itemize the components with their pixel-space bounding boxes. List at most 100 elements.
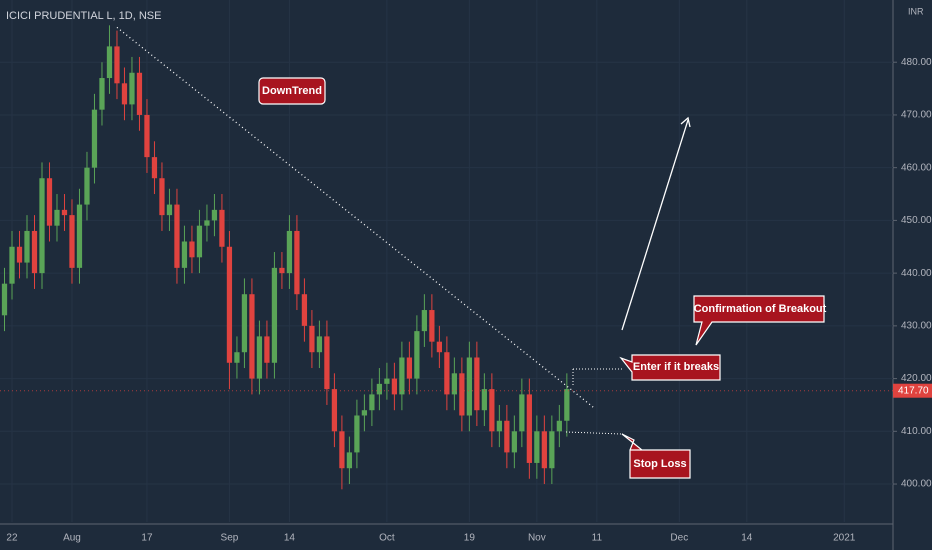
x-tick-label: Aug (63, 533, 81, 544)
last-price-label: 417.70 (898, 385, 929, 396)
annotation-box (258, 77, 326, 105)
candle-body (1, 283, 8, 316)
candle-body (399, 357, 405, 395)
x-tick-label: 2021 (833, 533, 856, 544)
candle-body (429, 310, 435, 342)
candle-body (159, 178, 165, 216)
candle-body (226, 246, 233, 363)
candle-body (189, 241, 195, 258)
candle-body (99, 78, 105, 110)
y-tick-label: 480.00 (901, 57, 932, 68)
candle-body (504, 420, 510, 453)
candle-body (211, 209, 218, 221)
candle-body (511, 431, 517, 453)
x-tick-label: 17 (141, 533, 153, 544)
candle-body (9, 246, 15, 284)
candle-body (339, 431, 345, 469)
x-tick-label: 14 (284, 533, 296, 544)
candle-body (151, 157, 158, 179)
candle-body (181, 241, 188, 268)
candle-body (384, 378, 390, 384)
candle-body (256, 336, 263, 379)
candle-body (279, 267, 285, 274)
candle-body (301, 294, 308, 326)
candle-body (31, 230, 38, 274)
annotation: DownTrend (262, 85, 322, 97)
candle-body (556, 420, 562, 432)
candle-body (144, 114, 150, 158)
candle-body (466, 357, 472, 416)
candle-body (354, 415, 360, 453)
candle-body (166, 204, 173, 216)
candle-body (204, 220, 210, 226)
x-tick-label: 11 (592, 533, 603, 544)
annotation-box (619, 354, 721, 381)
candle-body (294, 230, 300, 295)
arrow (621, 119, 689, 331)
candle-body (46, 178, 53, 226)
candle-body (264, 336, 270, 363)
annotation-box (621, 433, 691, 479)
candle-body (534, 431, 540, 463)
x-tick-label: Dec (670, 533, 688, 544)
y-tick-label: 450.00 (901, 215, 932, 226)
annotation: Stop Loss (633, 458, 686, 470)
candle-body (84, 167, 90, 205)
x-tick-label: Oct (379, 533, 395, 544)
x-tick-label: 14 (741, 533, 753, 544)
candle-body (136, 72, 143, 115)
candle-body (121, 83, 128, 105)
candle-body (406, 357, 413, 379)
candle-body (286, 230, 293, 274)
candle-body (54, 209, 60, 226)
x-tick-label: 19 (464, 533, 476, 544)
candle-body (174, 204, 180, 268)
y-tick-label: 430.00 (901, 320, 932, 331)
candle-body (219, 209, 225, 247)
candle-body (496, 420, 502, 432)
x-tick-label: Sep (221, 533, 239, 544)
candle-body (369, 394, 375, 411)
annotation-box (693, 295, 825, 346)
marks (0, 0, 893, 522)
last-price-box (893, 383, 932, 398)
candle-body (519, 394, 525, 432)
candle-body (391, 378, 398, 395)
candle-body (436, 341, 443, 353)
candle-body (69, 215, 75, 268)
candle-body (549, 431, 555, 469)
candle-body (361, 410, 368, 416)
y-tick-label: 470.00 (901, 110, 932, 121)
candle-body (241, 294, 248, 353)
candle-body (331, 389, 338, 432)
y-tick-label: 440.00 (901, 268, 932, 279)
candle-body (451, 373, 457, 395)
candle-body (114, 46, 120, 84)
candle-body (444, 352, 450, 395)
x-tick-label: Nov (528, 533, 546, 544)
y-tick-label: 420.00 (901, 373, 932, 384)
candle-body (346, 452, 353, 469)
annotation: Confirmation of Breakout (694, 303, 827, 315)
candle-body (474, 357, 480, 411)
candle-body (76, 204, 83, 268)
x-tick-label: 22 (6, 533, 18, 544)
candle-body (106, 46, 113, 79)
candle-body (91, 109, 98, 168)
currency: INR (908, 6, 924, 16)
candle-body (249, 294, 255, 379)
chart-title: ICICI PRUDENTIAL L, 1D, NSE (6, 10, 161, 22)
candle-body (421, 310, 428, 332)
pointer-line (565, 431, 623, 435)
candle-body (16, 246, 23, 263)
candle-body (309, 325, 315, 353)
annotation: Enter if it breaks (633, 361, 719, 373)
candle-body (316, 336, 323, 353)
candle-body (234, 352, 240, 363)
candle-body (376, 383, 383, 395)
candle-body (489, 389, 495, 432)
candle-body (414, 331, 420, 379)
